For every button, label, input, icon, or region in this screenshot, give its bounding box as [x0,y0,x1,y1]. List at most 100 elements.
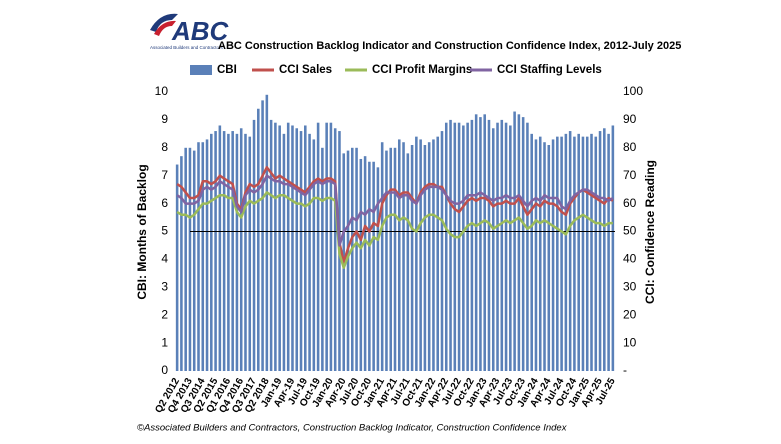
bar [538,136,542,371]
y-tick-label: 6 [161,196,168,210]
y2-tick-label: 70 [623,168,637,182]
logo-swoosh [150,13,178,32]
bar [462,125,465,371]
bar [410,145,414,371]
y2-tick-label: 40 [623,252,637,266]
bar [530,133,533,371]
bar [274,122,277,371]
y-axis-label: CBI: Months of Backlog [135,164,149,299]
bar [568,131,572,371]
line [176,191,613,270]
bar [248,136,252,371]
bar [453,122,457,371]
y-tick-label: 5 [161,224,168,238]
bar [346,150,350,371]
legend-label: CCI Sales [279,64,332,76]
y2-tick-label: 10 [623,335,637,349]
y-tick-label: 2 [161,307,168,321]
y2-tick-label: 100 [623,84,643,98]
bar [466,122,469,371]
bar [564,133,568,371]
bar [389,147,393,371]
bar [603,128,606,371]
bar [423,145,427,371]
y2-tick-label: - [623,363,627,377]
bar [517,114,521,371]
bar [594,136,598,371]
bar [415,136,418,371]
bar [577,133,580,371]
bar [201,142,205,371]
logo-swoosh [154,20,176,36]
bar [534,139,538,371]
bar [222,131,226,371]
bar [521,117,525,371]
legend-label: CCI Profit Margins [372,64,472,76]
line [176,166,614,264]
bar [269,119,273,372]
y2-axis-label: CCI: Confidence Reading [643,160,657,304]
bar [509,125,512,371]
bar [491,128,495,371]
bar [500,119,504,372]
bar [483,114,486,371]
bar [496,122,499,371]
logo-subtitle: Associated Builders and Contractors [150,45,224,50]
bar [551,139,555,371]
logo: ABC Associated Builders and Contractors [150,13,230,50]
legend-label: CBI [217,64,237,76]
bar [440,131,444,371]
bar [205,139,209,371]
bar [355,147,358,371]
y-tick-label: 9 [161,112,168,126]
bar [598,131,602,371]
bar [299,131,303,371]
bar [432,139,435,371]
bar [363,156,367,371]
bar [218,125,222,371]
bar [192,150,196,371]
y-tick-label: 8 [161,140,168,154]
bar [526,122,529,371]
bar [333,128,337,371]
bar [214,131,217,371]
bar [585,136,589,371]
bar [380,142,384,371]
y-tick-label: 3 [161,279,168,293]
source-note: ©Associated Builders and Contractors, Co… [137,423,568,434]
bar [444,122,448,371]
y2-tick-label: 30 [623,279,637,293]
bar [239,128,243,371]
y-tick-label: 10 [155,84,169,98]
bar [312,139,316,371]
y2-tick-label: 80 [623,140,637,154]
legend-label: CCI Staffing Levels [497,64,602,76]
bar [368,161,371,371]
chart-title: ABC Construction Backlog Indicator and C… [218,40,681,52]
bar [351,147,354,371]
bar [372,161,375,371]
bar [304,125,307,371]
bar [282,133,286,371]
bar [321,147,324,371]
bar [325,122,328,371]
bar [291,125,294,371]
bar [329,122,333,371]
y-tick-label: 1 [161,335,168,349]
bar [449,119,452,372]
y2-tick-label: 90 [623,112,637,126]
bar [470,119,474,372]
bar [556,136,559,371]
line [176,174,614,247]
bar [406,153,410,371]
bar [278,125,281,371]
y-tick-label: 7 [161,168,168,182]
bar [180,156,183,371]
bar [308,133,311,371]
bar [188,147,192,371]
bar [573,136,576,371]
bar [436,136,439,371]
bar [184,147,187,371]
bar [590,133,593,371]
